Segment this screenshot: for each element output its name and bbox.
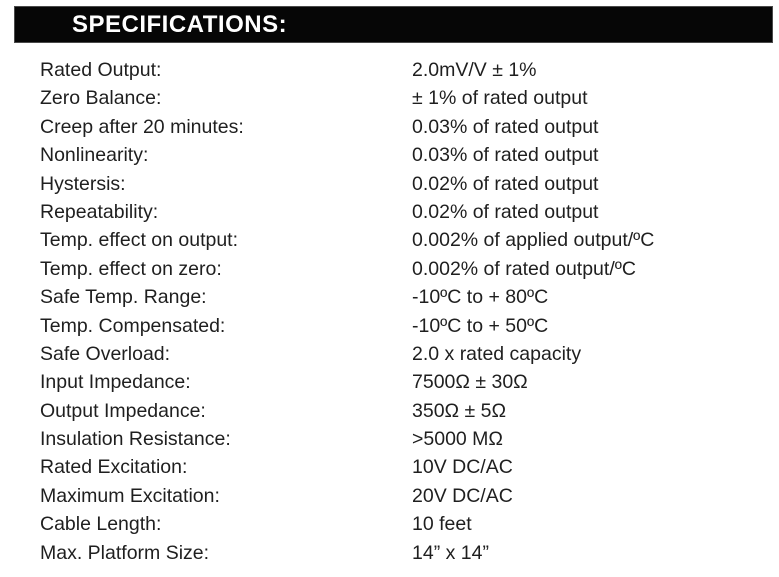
spec-value: 20V DC/AC (412, 484, 513, 507)
spec-label: Zero Balance: (40, 87, 162, 110)
spec-label: Output Impedance: (40, 399, 206, 422)
spec-row: Output Impedance: 350Ω ± 5Ω (0, 397, 779, 425)
spec-row: Safe Overload: 2.0 x rated capacity (0, 340, 779, 368)
spec-value: ± 1% of rated output (412, 87, 588, 110)
spec-label: Safe Overload: (40, 342, 171, 365)
spec-row: Insulation Resistance: >5000 MΩ (0, 425, 779, 453)
spec-label: Hystersis: (40, 172, 126, 195)
spec-label: Rated Excitation: (40, 456, 188, 479)
spec-label: Nonlinearity: (40, 144, 149, 167)
spec-row: Rated Output: 2.0mV/V ± 1% (0, 56, 779, 84)
spec-row: Hystersis: 0.02% of rated output (0, 170, 779, 198)
spec-row: Zero Balance: ± 1% of rated output (0, 84, 779, 112)
spec-value: -10ºC to + 80ºC (412, 286, 549, 309)
spec-row: Repeatability: 0.02% of rated output (0, 198, 779, 226)
spec-value: 2.0mV/V ± 1% (412, 59, 537, 81)
spec-label: Temp. effect on output: (40, 229, 239, 252)
spec-label: Safe Temp. Range: (40, 286, 207, 309)
spec-label: Insulation Resistance: (40, 428, 231, 451)
spec-row: Temp. effect on zero: 0.002% of rated ou… (0, 255, 779, 283)
specifications-header-bar: SPECIFICATIONS: (14, 6, 773, 43)
spec-value: 0.002% of rated output/ºC (412, 257, 636, 280)
spec-row: Temp. effect on output: 0.002% of applie… (0, 226, 779, 254)
spec-value: 0.002% of applied output/ºC (412, 229, 655, 252)
spec-label: Temp. Compensated: (40, 314, 226, 337)
spec-value: 0.03% of rated output (412, 115, 599, 138)
spec-label: Max. Platform Size: (40, 541, 210, 564)
spec-label: Creep after 20 minutes: (40, 115, 244, 138)
spec-value: 2.0 x rated capacity (412, 342, 582, 365)
specifications-title: SPECIFICATIONS: (72, 10, 288, 38)
spec-value: 0.02% of rated output (412, 172, 599, 195)
spec-table: Rated Output: 2.0mV/V ± 1% Zero Balance:… (0, 56, 779, 567)
spec-row: Creep after 20 minutes: 0.03% of rated o… (0, 113, 779, 141)
spec-value: 14” x 14” (412, 541, 489, 564)
spec-row: Safe Temp. Range: -10ºC to + 80ºC (0, 283, 779, 311)
spec-value: 10 feet (412, 513, 472, 536)
spec-label: Temp. effect on zero: (40, 257, 222, 280)
spec-label: Repeatability: (40, 200, 159, 223)
spec-value: 7500Ω ± 30Ω (412, 371, 528, 394)
spec-row: Input Impedance: 7500Ω ± 30Ω (0, 368, 779, 396)
spec-value: 0.02% of rated output (412, 200, 599, 223)
spec-label: Cable Length: (40, 513, 162, 536)
spec-row: Cable Length: 10 feet (0, 510, 779, 538)
spec-value: >5000 MΩ (412, 428, 504, 451)
spec-row: Maximum Excitation: 20V DC/AC (0, 482, 779, 510)
spec-label: Input Impedance: (40, 371, 191, 394)
spec-row: Max. Platform Size: 14” x 14” (0, 539, 779, 567)
spec-row: Temp. Compensated: -10ºC to + 50ºC (0, 312, 779, 340)
spec-row: Nonlinearity: 0.03% of rated output (0, 141, 779, 169)
spec-label: Rated Output: (40, 59, 162, 81)
spec-row: Rated Excitation: 10V DC/AC (0, 453, 779, 481)
spec-value: -10ºC to + 50ºC (412, 314, 549, 337)
spec-value: 10V DC/AC (412, 456, 513, 479)
spec-value: 0.03% of rated output (412, 144, 599, 167)
spec-label: Maximum Excitation: (40, 484, 220, 507)
spec-value: 350Ω ± 5Ω (412, 399, 507, 422)
